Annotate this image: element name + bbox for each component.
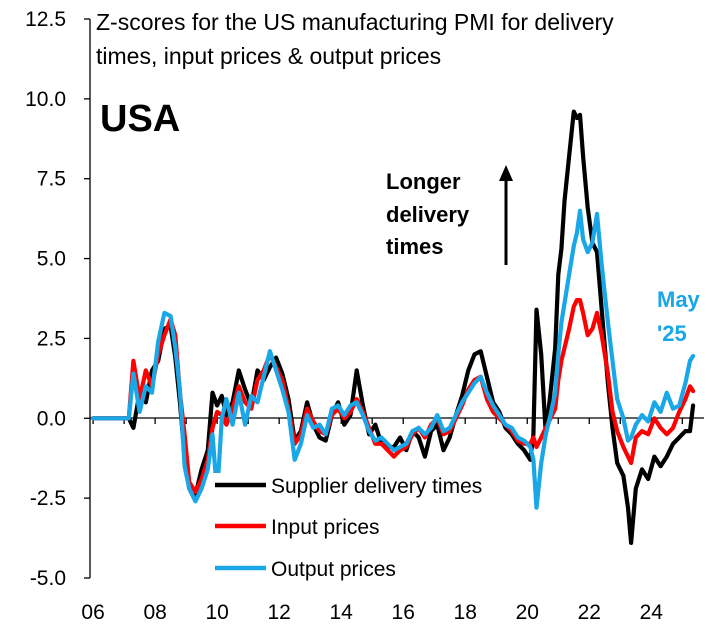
chart-axes: 12.5 10.0 7.5 5.0 2.5 0.0 -2.5 -5.0 06 08 10 12 14 16… xyxy=(25,8,704,624)
x-tick-label: 16 xyxy=(392,601,415,624)
x-tick-label: 06 xyxy=(81,601,104,624)
series-line-input-prices xyxy=(91,298,696,494)
legend-background xyxy=(210,473,528,503)
y-tick-label: -2.5 xyxy=(30,487,66,510)
x-tick-label: 20 xyxy=(516,601,539,624)
y-tick-label: 7.5 xyxy=(37,168,66,191)
up-arrow-icon xyxy=(499,165,513,181)
legend-label-supplier-delivery-times: Supplier delivery times xyxy=(271,475,482,498)
end-label-line-2: '25 xyxy=(657,321,687,346)
legend-label-input-prices: Input prices xyxy=(271,516,380,539)
y-tick-label: 0.0 xyxy=(37,407,66,430)
x-tick-label: 10 xyxy=(205,601,228,624)
x-tick-label: 12 xyxy=(267,601,290,624)
end-label: May '25 xyxy=(657,287,701,346)
legend-background xyxy=(210,556,528,586)
x-tick-label: 22 xyxy=(578,601,601,624)
y-tick-label: 2.5 xyxy=(37,327,66,350)
x-tick-label: 18 xyxy=(454,601,477,624)
series-line-output-prices xyxy=(91,208,696,510)
region-label: USA xyxy=(100,98,180,140)
annotation-line-3: times xyxy=(386,234,443,259)
legend: Supplier delivery times Input prices Outpu… xyxy=(210,473,528,586)
chart-title-line-1: Z-scores for the US manufacturing PMI fo… xyxy=(96,9,614,35)
legend-label-output-prices: Output prices xyxy=(271,558,396,581)
x-tick-label: 24 xyxy=(640,601,664,624)
annotation-line-2: delivery xyxy=(386,202,470,227)
series-layer xyxy=(91,109,696,545)
chart-title-line-2: times, input prices & output prices xyxy=(96,43,441,69)
x-tick-label: 14 xyxy=(330,601,354,624)
y-tick-label: 12.5 xyxy=(25,8,66,31)
series-line-supplier-delivery-times xyxy=(91,109,696,545)
y-tick-label: 10.0 xyxy=(25,88,66,111)
x-tick-label: 08 xyxy=(143,601,166,624)
legend-background xyxy=(210,514,528,544)
delivery-annotation: Longer delivery times xyxy=(386,165,513,265)
y-tick-label: -5.0 xyxy=(30,567,66,590)
annotation-line-1: Longer xyxy=(386,169,461,194)
chart-title: Z-scores for the US manufacturing PMI fo… xyxy=(96,9,614,69)
y-tick-label: 5.0 xyxy=(37,248,66,271)
end-label-line-1: May xyxy=(657,287,701,312)
